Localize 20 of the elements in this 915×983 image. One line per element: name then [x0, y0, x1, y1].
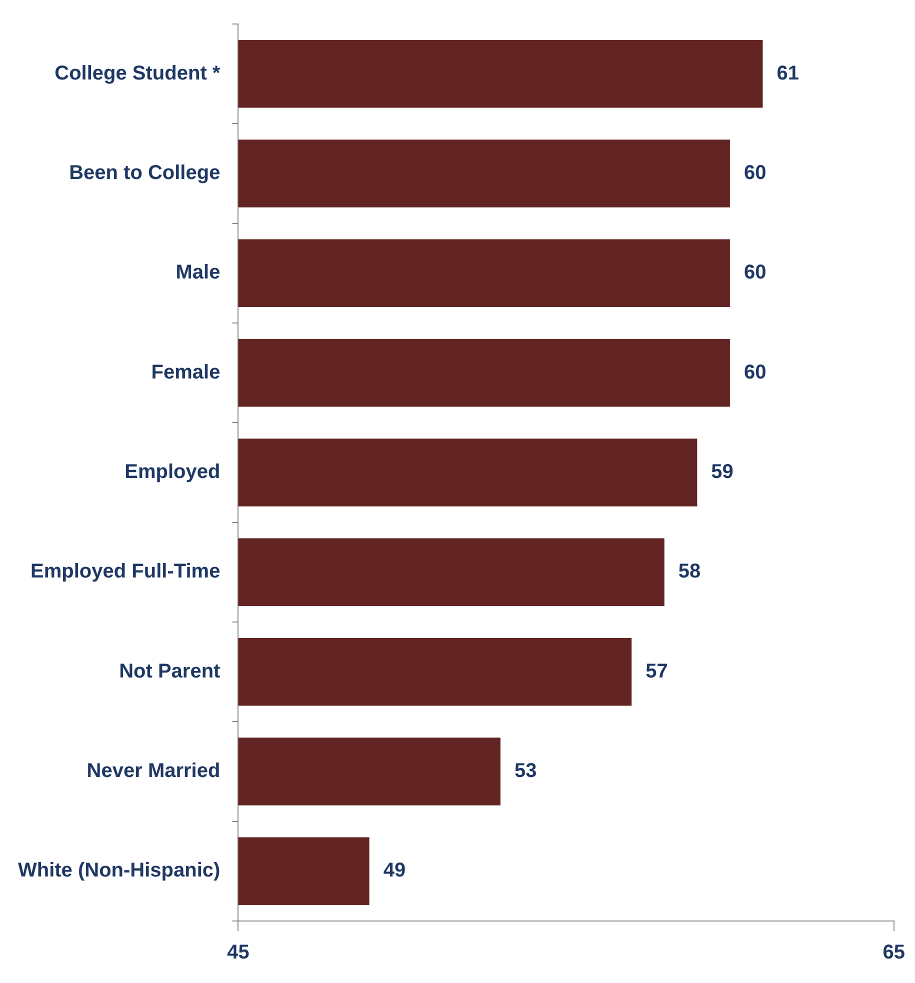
data-label: 58 — [678, 560, 701, 583]
x-tick-label: 65 — [882, 942, 905, 964]
y-tick-label: Male — [176, 262, 220, 284]
data-label: 57 — [646, 660, 668, 682]
y-tick-label: Been to College — [69, 162, 220, 184]
data-label: 60 — [744, 361, 766, 384]
y-tick-label: College Student * — [54, 62, 220, 84]
y-tick-label: Female — [151, 361, 220, 384]
data-label: 60 — [744, 162, 766, 184]
y-tick-label: Not Parent — [119, 660, 221, 682]
data-label: 60 — [744, 262, 766, 284]
data-label: 59 — [711, 461, 734, 484]
data-label: 61 — [776, 62, 799, 84]
y-tick-label: Employed — [124, 461, 220, 484]
data-label: 49 — [383, 860, 406, 882]
y-tick-label: Never Married — [86, 760, 220, 782]
y-tick-label: Employed Full-Time — [30, 560, 220, 583]
data-label: 53 — [514, 760, 537, 782]
x-tick-label: 45 — [227, 942, 250, 964]
y-tick-label: White (Non-Hispanic) — [18, 860, 220, 882]
